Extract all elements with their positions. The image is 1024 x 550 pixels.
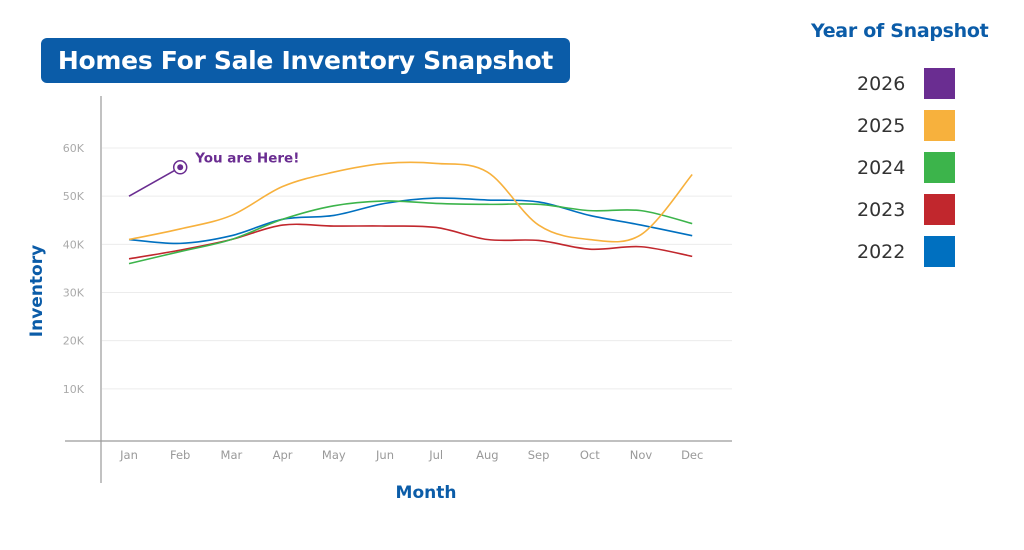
x-tick-label: Aug: [476, 448, 498, 462]
y-tick-label: 20K: [63, 335, 85, 348]
legend-label: 2025: [857, 115, 906, 137]
series-line-2025: [128, 161, 693, 243]
series-line-2024: [128, 200, 693, 265]
y-axis-label: Inventory: [27, 244, 47, 338]
x-tick-label: Dec: [681, 448, 703, 462]
x-tick-label: Oct: [580, 448, 600, 462]
legend-title: Year of Snapshot: [811, 20, 989, 42]
x-tick-label: Mar: [221, 448, 243, 462]
legend-swatch-2022: [924, 236, 955, 267]
chart-title: Homes For Sale Inventory Snapshot: [41, 38, 570, 83]
legend-label: 2023: [857, 199, 906, 221]
x-axis-label: Month: [395, 483, 457, 503]
x-tick-label: May: [322, 448, 346, 462]
x-tick-label: Jan: [119, 448, 138, 462]
y-tick-label: 60K: [63, 142, 85, 155]
x-tick-label: Jun: [375, 448, 394, 462]
y-tick-label: 30K: [63, 287, 85, 300]
x-tick-label: Sep: [528, 448, 550, 462]
legend-label: 2024: [857, 157, 906, 179]
legend-label: 2022: [857, 241, 906, 263]
legend-swatch-2025: [924, 110, 955, 141]
x-tick-label: Apr: [273, 448, 293, 462]
legend-label: 2026: [857, 73, 906, 95]
you-are-here-dot: [177, 164, 184, 171]
y-tick-label: 40K: [63, 238, 85, 251]
series-line-2026: [128, 166, 181, 197]
legend-swatch-2026: [924, 68, 955, 99]
y-tick-label: 50K: [63, 190, 85, 203]
y-tick-label: 10K: [63, 383, 85, 396]
series-line-2022: [128, 197, 693, 245]
x-tick-label: Jul: [428, 448, 443, 462]
annotation-label: You are Here!: [194, 150, 299, 166]
legend-swatch-2023: [924, 194, 955, 225]
legend-swatch-2024: [924, 152, 955, 183]
x-tick-label: Feb: [170, 448, 190, 462]
x-tick-label: Nov: [630, 448, 653, 462]
